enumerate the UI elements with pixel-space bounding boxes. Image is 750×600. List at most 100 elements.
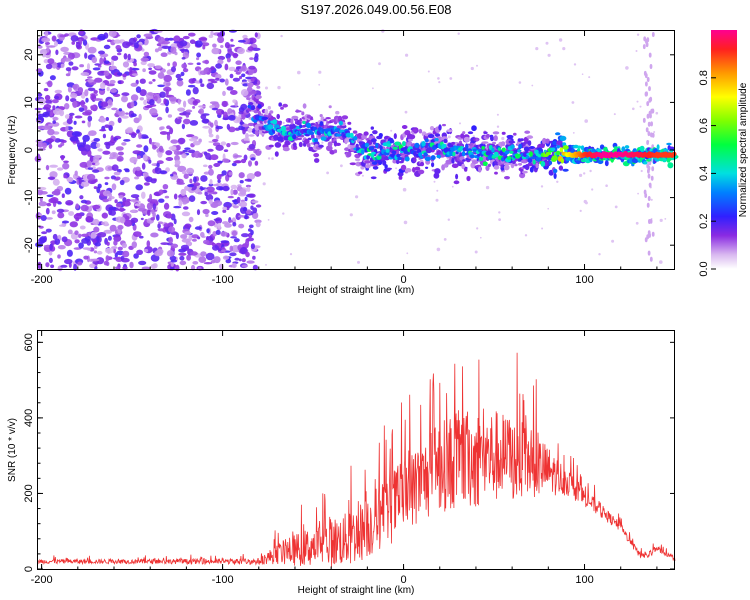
- noise-blob: [148, 70, 157, 75]
- noise-blob: [239, 247, 248, 255]
- ridge-halo: [542, 137, 547, 145]
- noise-blob: [88, 130, 97, 137]
- noise-blob: [78, 177, 82, 185]
- noise-speck: [405, 53, 409, 57]
- noise-speck: [496, 125, 500, 128]
- noise-blob: [52, 116, 59, 121]
- ridge-halo: [345, 138, 350, 143]
- ridge-core: [379, 145, 383, 151]
- noise-blob: [93, 186, 98, 190]
- ridge-core: [397, 156, 402, 161]
- noise-blob: [179, 48, 189, 52]
- noise-blob: [122, 41, 131, 49]
- noise-blob: [168, 226, 176, 233]
- ridge-core: [556, 150, 561, 156]
- ridge-halo: [553, 172, 557, 179]
- noise-blob: [122, 266, 128, 270]
- noise-blob: [109, 224, 117, 232]
- noise-blob: [222, 209, 227, 213]
- noise-blob: [64, 33, 69, 37]
- spike-blob: [651, 132, 655, 138]
- noise-blob: [136, 155, 141, 160]
- noise-blob: [182, 149, 189, 153]
- ridge-core: [292, 134, 297, 140]
- noise-blob: [56, 208, 65, 213]
- noise-blob: [185, 89, 191, 96]
- noise-blob: [105, 117, 110, 121]
- noise-blob: [154, 65, 162, 69]
- noise-blob: [221, 110, 225, 114]
- noise-blob: [102, 198, 109, 203]
- figure-title: S197.2026.049.00.56.E08: [300, 2, 451, 17]
- noise-blob: [171, 66, 176, 73]
- noise-blob: [198, 256, 207, 264]
- ridge-core: [425, 147, 432, 154]
- noise-blob: [115, 202, 122, 208]
- noise-blob: [188, 138, 198, 142]
- noise-blob: [136, 144, 143, 148]
- noise-blob: [92, 204, 101, 210]
- noise-blob: [220, 141, 227, 146]
- spike-blob: [648, 219, 651, 224]
- ridge-core: [469, 154, 476, 159]
- noise-blob: [156, 214, 160, 221]
- spike-blob: [646, 113, 650, 119]
- noise-blob: [210, 122, 214, 128]
- ridge-core: [523, 146, 530, 152]
- noise-speck: [340, 164, 343, 168]
- ridge-halo: [613, 146, 619, 150]
- noise-blob: [40, 215, 47, 221]
- x-tick-label: -100: [212, 574, 234, 586]
- noise-blob: [131, 241, 137, 249]
- ridge-halo: [438, 136, 443, 141]
- ridge-halo: [333, 149, 338, 154]
- colorbar-tick-label: 0.8: [698, 70, 710, 85]
- ridge-halo: [323, 118, 327, 122]
- noise-blob: [129, 67, 133, 74]
- noise-blob: [66, 130, 74, 138]
- noise-blob: [48, 251, 53, 256]
- noise-blob: [226, 143, 231, 148]
- noise-speck: [318, 70, 322, 74]
- noise-blob: [161, 45, 171, 50]
- noise-blob: [211, 107, 218, 111]
- noise-blob: [212, 244, 219, 251]
- noise-blob: [65, 125, 69, 132]
- ridge-halo: [282, 146, 290, 152]
- noise-blob: [205, 252, 215, 261]
- noise-blob: [47, 58, 55, 64]
- noise-blob: [160, 52, 168, 57]
- ridge-core: [560, 158, 565, 164]
- noise-blob: [195, 40, 203, 48]
- ridge-halo: [451, 163, 459, 169]
- noise-blob: [173, 150, 181, 156]
- noise-speck: [262, 182, 266, 186]
- noise-blob: [193, 176, 197, 183]
- noise-blob: [241, 233, 249, 238]
- noise-blob: [134, 169, 143, 177]
- ridge-core: [535, 156, 542, 162]
- noise-blob: [119, 179, 125, 186]
- ridge-halo: [434, 133, 441, 138]
- noise-blob: [163, 98, 167, 105]
- ridge-halo: [364, 160, 371, 164]
- ridge-core: [441, 143, 447, 149]
- ridge-halo: [492, 141, 496, 145]
- noise-blob: [119, 207, 125, 213]
- ridge-core: [482, 161, 488, 167]
- noise-blob: [92, 218, 100, 226]
- noise-blob: [106, 39, 112, 42]
- noise-blob: [192, 140, 201, 146]
- ridge-halo: [274, 151, 279, 157]
- noise-blob: [104, 60, 110, 64]
- noise-blob: [115, 45, 122, 50]
- ridge-halo: [429, 126, 435, 131]
- noise-blob: [242, 123, 250, 128]
- noise-blob: [196, 62, 201, 65]
- ridge-halo: [562, 168, 569, 172]
- noise-blob: [200, 231, 205, 238]
- noise-speck: [584, 119, 588, 123]
- noise-speck: [271, 157, 274, 160]
- colorbar-tick-label: 0.2: [698, 214, 710, 229]
- ridge-core: [309, 131, 314, 135]
